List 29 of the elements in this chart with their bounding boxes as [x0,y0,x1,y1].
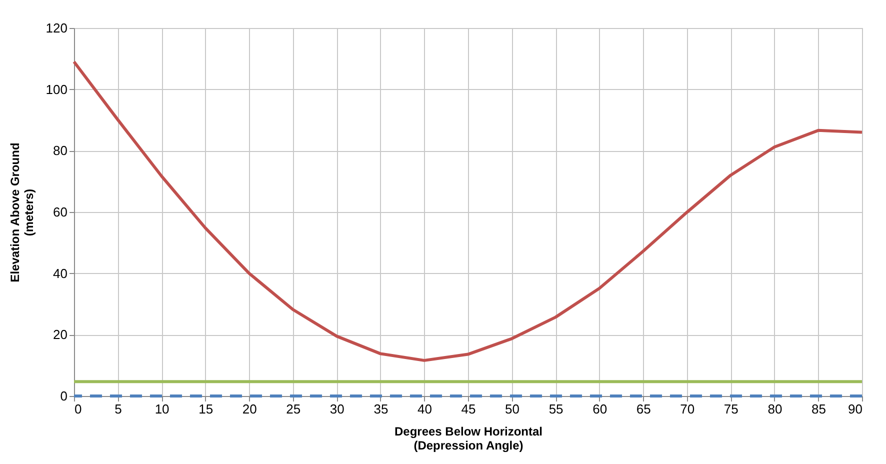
x-tick-label: 45 [461,402,476,416]
y-tick-label: 0 [60,388,68,404]
x-tick-label: 55 [548,402,564,416]
x-axis-title: Degrees Below Horizontal (Depression Angle) [394,424,543,452]
x-tick-label: 90 [848,402,862,416]
x-tick-label: 50 [505,402,520,416]
x-tick-label: 40 [417,402,432,416]
x-tick-label: 20 [242,402,257,416]
x-tick-label: 65 [636,402,651,416]
y-tick-label: 60 [53,204,68,220]
x-tick-label: 60 [592,402,608,416]
y-axis-title: Elevation Above Ground (meters) [8,142,36,282]
y-tick-label: 100 [46,82,68,97]
x-tick-label: 85 [811,402,826,416]
x-tick-label: 25 [286,402,301,416]
y-tick-label: 80 [53,143,68,158]
y-tick-label: 120 [46,20,68,36]
y-tick-label: 20 [53,327,68,342]
x-tick-label: 0 [74,402,82,416]
x-tick-label: 70 [680,402,695,416]
x-tick-label: 35 [374,402,388,416]
x-tick-label: 15 [198,402,214,416]
line-series [72,60,864,362]
x-tick-label: 10 [154,402,170,416]
x-tick-label: 5 [114,402,122,416]
x-tick-label: 80 [768,402,782,416]
y-tick-label: 40 [53,266,68,281]
x-tick-label: 75 [724,402,738,416]
x-tick-label: 30 [330,402,344,416]
